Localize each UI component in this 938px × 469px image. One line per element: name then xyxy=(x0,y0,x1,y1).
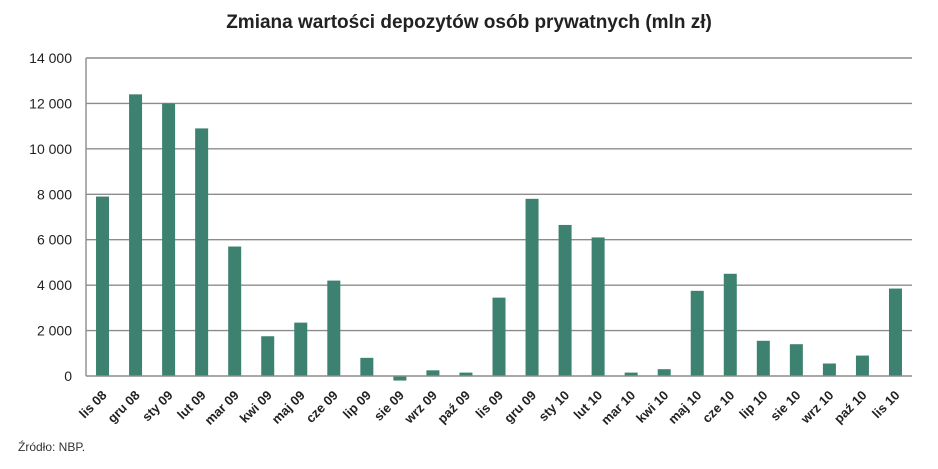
source-note: Źródło: NBP. xyxy=(18,440,86,454)
chart-title: Zmiana wartości depozytów osób prywatnyc… xyxy=(226,12,712,33)
x-tick-label: sie 09 xyxy=(371,388,407,424)
bar xyxy=(822,363,836,376)
bars xyxy=(96,94,902,381)
x-tick-label: gru 09 xyxy=(501,388,539,426)
x-tick-label: paź 09 xyxy=(434,388,473,427)
bar xyxy=(756,340,770,376)
x-tick-label: mar 09 xyxy=(202,388,242,428)
bar xyxy=(327,280,341,376)
bar xyxy=(294,322,308,376)
bar xyxy=(195,128,209,376)
bar xyxy=(360,357,374,376)
y-tick-label: 6 000 xyxy=(37,232,72,248)
bar xyxy=(228,246,242,376)
gridlines xyxy=(86,57,912,332)
bar xyxy=(855,355,869,376)
x-tick-label: paź 10 xyxy=(831,388,870,427)
axes xyxy=(85,58,912,377)
bar xyxy=(162,103,176,376)
bar xyxy=(426,370,440,376)
x-tick-label: cze 10 xyxy=(699,388,737,426)
bar xyxy=(690,290,704,376)
y-axis-tick-labels: 0 2 000 4 000 6 000 8 000 10 000 12 000 14 000 xyxy=(29,50,72,384)
y-tick-label: 0 xyxy=(64,368,72,384)
x-tick-label: wrz 10 xyxy=(797,388,836,427)
x-tick-label: lip 09 xyxy=(340,388,374,422)
x-tick-label: maj 10 xyxy=(665,388,704,427)
x-tick-label: gru 08 xyxy=(104,388,142,426)
x-tick-label: cze 09 xyxy=(303,388,341,426)
y-tick-label: 10 000 xyxy=(29,141,72,157)
x-tick-label: mar 10 xyxy=(598,388,638,428)
bar xyxy=(591,237,605,376)
bar xyxy=(459,372,473,376)
bar xyxy=(789,344,803,376)
bar xyxy=(723,273,737,376)
x-tick-label: lis 10 xyxy=(869,388,903,422)
bar xyxy=(657,369,671,376)
bar xyxy=(624,372,638,376)
y-tick-label: 2 000 xyxy=(37,323,72,339)
x-tick-label: kwi 09 xyxy=(237,388,275,426)
x-tick-label: lip 10 xyxy=(736,388,770,422)
x-tick-label: sty 09 xyxy=(139,388,176,425)
bar xyxy=(492,297,506,376)
bar xyxy=(558,224,572,376)
bar xyxy=(393,376,407,381)
x-tick-label: maj 09 xyxy=(269,388,308,427)
bar xyxy=(129,94,143,376)
x-tick-label: sty 10 xyxy=(536,388,573,425)
bar xyxy=(261,336,275,376)
y-tick-label: 8 000 xyxy=(37,186,72,202)
y-tick-label: 12 000 xyxy=(29,95,72,111)
bar xyxy=(96,196,110,376)
y-tick-label: 14 000 xyxy=(29,50,72,66)
x-tick-label: sie 10 xyxy=(767,388,803,424)
y-tick-label: 4 000 xyxy=(37,277,72,293)
x-tick-label: kwi 10 xyxy=(633,388,671,426)
bar xyxy=(888,288,902,376)
x-tick-label: wrz 09 xyxy=(401,388,440,427)
bar xyxy=(525,198,539,376)
